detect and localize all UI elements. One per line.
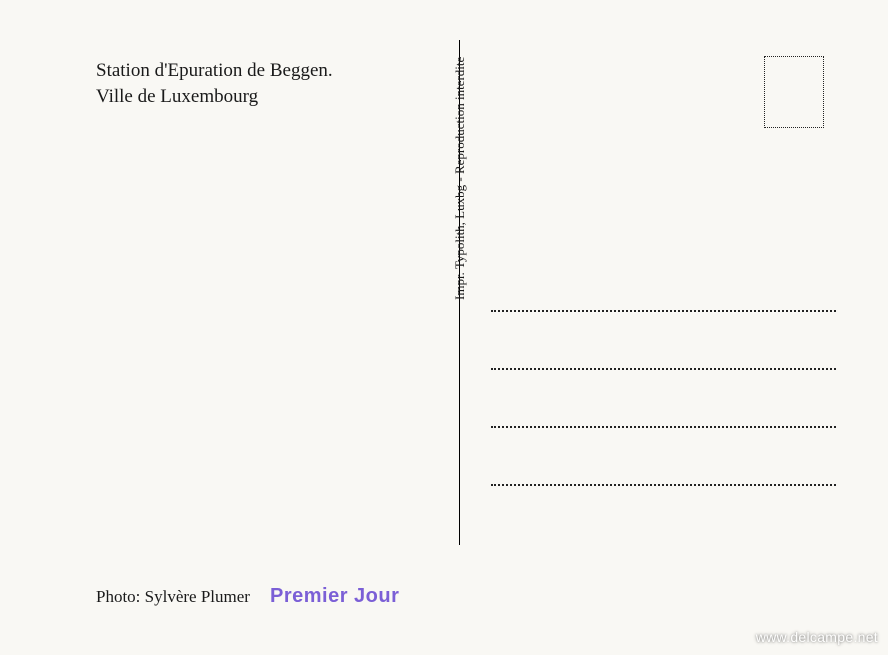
postage-stamp-box [764, 56, 824, 128]
caption-line-2: Ville de Luxembourg [96, 84, 333, 110]
address-line [491, 368, 836, 370]
address-line [491, 310, 836, 312]
premier-jour-stamp: Premier Jour [270, 585, 399, 608]
caption-block: Station d'Epuration de Beggen. Ville de … [96, 58, 333, 109]
address-line [491, 426, 836, 428]
address-lines [491, 310, 836, 486]
address-line [491, 484, 836, 486]
caption-line-1: Station d'Epuration de Beggen. [96, 58, 333, 84]
vertical-printer-text: Impr. Typolith, Luxbg - Reproduction int… [452, 57, 468, 300]
watermark: www.delcampe.net [756, 629, 878, 645]
postcard-back: Station d'Epuration de Beggen. Ville de … [0, 0, 888, 655]
photo-credit: Photo: Sylvère Plumer [96, 587, 250, 607]
